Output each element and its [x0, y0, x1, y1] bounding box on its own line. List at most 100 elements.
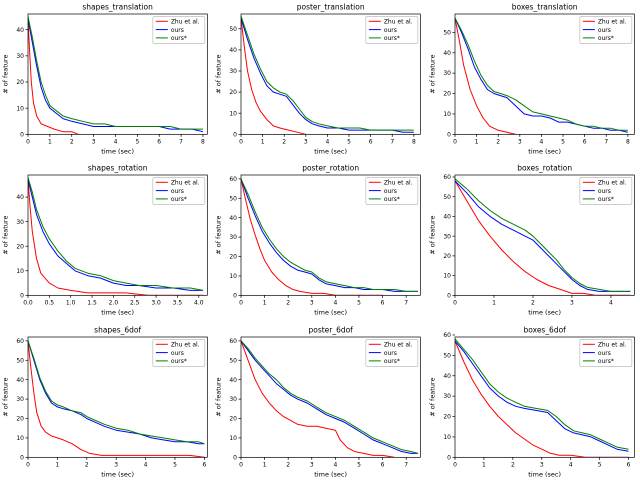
x-tick-label: 3	[570, 300, 574, 307]
x-tick-label: 3	[518, 138, 522, 145]
y-tick-label: 0	[20, 454, 24, 461]
legend-box	[365, 16, 419, 44]
subplot-shapes-rotation: 0.0 0.5 1.0 1.5 2.0 2.5 3.0 3.5 4.0 0 10 20 30 40 shap…	[0, 161, 213, 322]
y-tick-label: 0	[20, 131, 24, 138]
series-line	[454, 338, 629, 450]
y-tick-label: 50	[16, 357, 24, 364]
x-axis-label: time (sec)	[101, 147, 134, 155]
x-tick-label: 5	[357, 461, 361, 468]
axes-frame	[27, 13, 208, 135]
x-tick-label: 5	[357, 300, 361, 307]
x-tick-label: 5	[597, 461, 601, 468]
x-tick-label: 0	[239, 461, 243, 468]
legend-label: ours*	[384, 196, 400, 203]
axes-frame	[27, 174, 208, 297]
x-tick-label: 4	[114, 138, 118, 145]
axes-frame	[454, 174, 635, 297]
x-tick-label: 4	[334, 300, 338, 307]
y-tick-label: 30	[443, 393, 451, 400]
x-tick-label: 4	[568, 461, 572, 468]
x-tick-label: 3.5	[173, 300, 183, 307]
x-tick-label: 3	[310, 300, 314, 307]
series-line	[454, 180, 631, 296]
x-tick-label: 8	[412, 138, 416, 145]
chart-canvas: 0 1 2 3 4 5 6 7 8 0 10 20 30 40 shapes_translationtime…	[2, 2, 208, 155]
x-tick-label: 7	[179, 138, 183, 145]
x-tick-label: 0	[453, 461, 457, 468]
legend-label: Zhu et al.	[597, 18, 626, 25]
y-tick-label: 0	[234, 293, 238, 300]
y-tick-label: 50	[443, 194, 451, 201]
x-tick-label: 2	[287, 461, 291, 468]
legend-label: Zhu et al.	[384, 180, 413, 187]
x-tick-label: 2	[85, 461, 89, 468]
chart-title: boxes_rotation	[517, 164, 572, 173]
y-tick-label: 50	[230, 26, 238, 33]
y-tick-label: 20	[443, 413, 451, 420]
series-line	[27, 19, 79, 135]
legend-label: ours	[597, 27, 610, 34]
legend-box	[579, 177, 632, 206]
x-tick-label: 0	[26, 138, 30, 145]
x-tick-label: 7	[604, 138, 608, 145]
y-tick-label: 40	[16, 27, 24, 34]
axes-frame	[454, 336, 635, 458]
series-line	[27, 340, 205, 444]
series-line	[241, 15, 415, 131]
legend-label: ours	[171, 27, 184, 34]
legend-label: Zhu et al.	[171, 18, 200, 25]
y-axis-label: # of feature	[2, 55, 10, 94]
x-tick-label: 8	[626, 138, 630, 145]
legend-label: Zhu et al.	[171, 341, 200, 348]
chart-title: poster_rotation	[303, 164, 360, 173]
x-tick-label: 6	[381, 300, 385, 307]
x-tick-label: 3	[92, 138, 96, 145]
y-axis-label: # of feature	[2, 216, 10, 255]
chart-title: shapes_translation	[82, 2, 153, 11]
y-tick-label: 10	[16, 435, 24, 442]
chart-canvas: 0.0 0.5 1.0 1.5 2.0 2.5 3.0 3.5 4.0 0 10 20 30 40 shap…	[2, 164, 208, 317]
y-tick-label: 30	[230, 68, 238, 75]
y-tick-label: 10	[16, 268, 24, 275]
y-tick-label: 20	[16, 79, 24, 86]
x-axis-label: time (sec)	[528, 470, 561, 478]
x-tick-label: 7	[405, 300, 409, 307]
y-tick-label: 20	[230, 89, 238, 96]
y-tick-label: 30	[16, 396, 24, 403]
series-line	[454, 18, 516, 135]
axes-frame	[240, 174, 422, 297]
subplot-shapes-6dof: 0 1 2 3 4 5 6 0 10 20 30 40 50 60 shapes_6dof time (sec…	[0, 323, 213, 484]
x-tick-label: 2	[70, 138, 74, 145]
x-tick-label: 1	[263, 300, 267, 307]
subplot-poster-rotation: 0 1 2 3 4 5 6 7 0 10 20 30 40 50 60 poster_rotation time…	[213, 161, 426, 322]
legend-label: ours*	[171, 358, 187, 365]
chart-canvas: 0 1 2 3 4 5 6 7 0 10 20 30 40 50 60 poster_rotationtime…	[215, 164, 422, 317]
chart-canvas: 0 1 2 3 4 5 6 7 8 0 10 20 30 40 50 poster_translationti…	[215, 2, 422, 155]
legend-box	[152, 177, 206, 206]
x-tick-label: 3	[114, 461, 118, 468]
y-tick-label: 20	[16, 244, 24, 251]
subplot-boxes-rotation: 0 1 2 3 4 0 10 20 30 40 50 60 boxes_rotation time (se…	[427, 161, 640, 322]
y-tick-label: 0	[20, 293, 24, 300]
x-tick-label: 1	[55, 461, 59, 468]
x-tick-label: 1	[492, 300, 496, 307]
x-tick-label: 8	[201, 138, 205, 145]
y-tick-label: 50	[230, 196, 238, 203]
legend-label: ours*	[384, 358, 400, 365]
series-line	[27, 177, 204, 292]
chart-title: shapes_6dof	[94, 325, 141, 334]
legend-box	[579, 16, 632, 44]
y-tick-label: 30	[16, 53, 24, 60]
x-tick-label: 3	[304, 138, 308, 145]
chart-title: shapes_rotation	[88, 164, 148, 173]
y-axis-label: # of feature	[215, 216, 223, 255]
x-tick-label: 1	[261, 138, 265, 145]
series-line	[27, 180, 204, 292]
legend-label: Zhu et al.	[597, 180, 626, 187]
y-axis-label: # of feature	[428, 55, 436, 94]
x-tick-label: 7	[405, 461, 409, 468]
y-tick-label: 40	[443, 373, 451, 380]
x-tick-label: 6	[202, 461, 206, 468]
